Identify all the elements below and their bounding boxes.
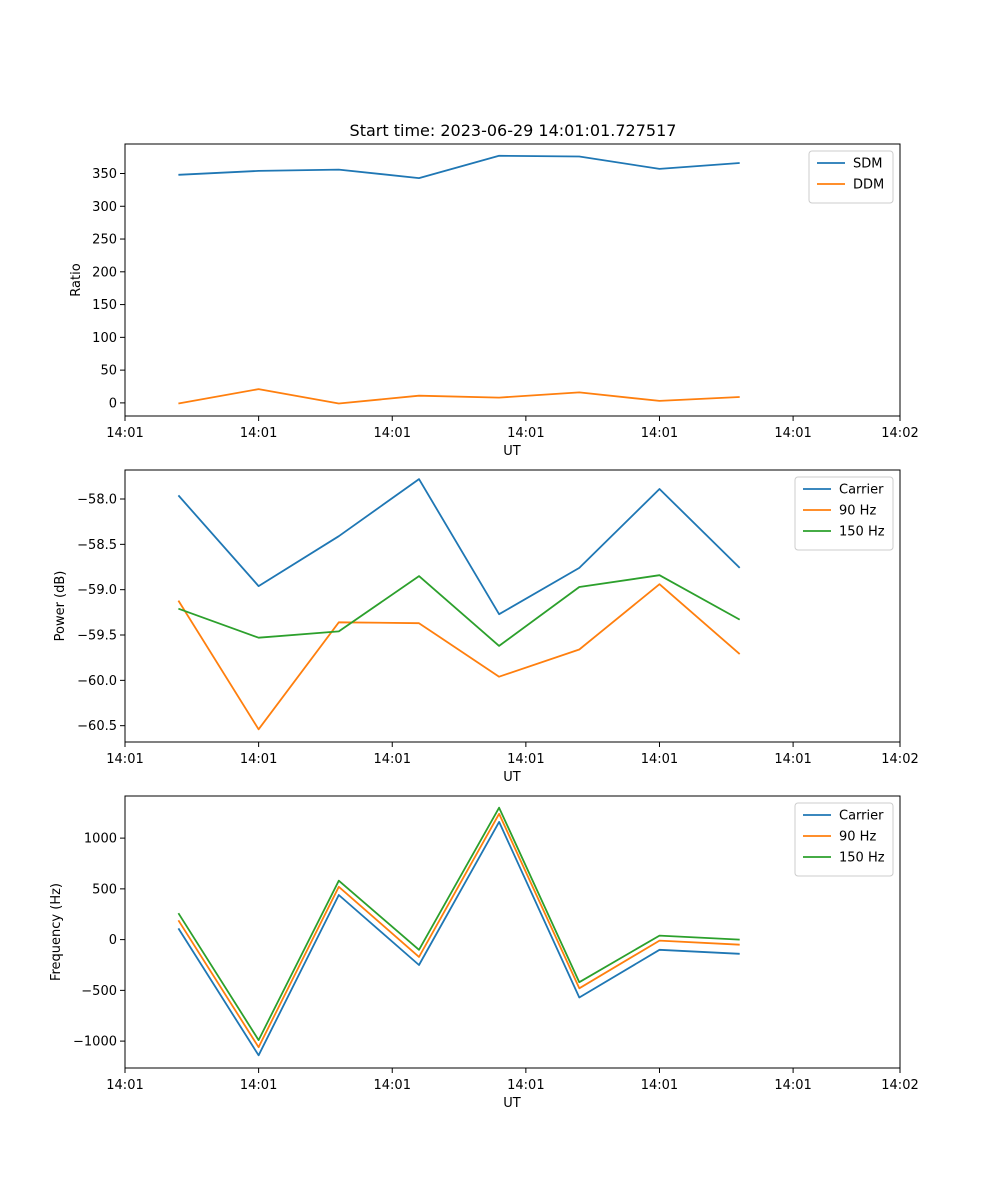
x-tick-label: 14:01 — [240, 752, 277, 767]
series-line-150-hz — [177, 806, 740, 1041]
legend-box — [808, 150, 894, 204]
panel-1: 14:01 14:01 14:01 14:01 14:01 14:01 14:02 0 50 10… — [69, 143, 919, 459]
legend-label: 150 Hz — [839, 525, 885, 540]
y-tick-label: −60.0 — [77, 674, 117, 689]
x-tick-label: 14:02 — [881, 1078, 918, 1093]
y-tick-label: −59.5 — [77, 629, 117, 644]
legend-label: 90 Hz — [839, 830, 876, 845]
x-tick-label: 14:01 — [240, 1078, 277, 1093]
legend: Carrier 90 Hz 150 Hz — [794, 802, 894, 877]
legend-label: SDM — [853, 157, 882, 172]
x-tick-label: 14:01 — [374, 426, 411, 441]
series-line-carrier — [177, 821, 740, 1057]
x-tick-label: 14:01 — [106, 426, 143, 441]
y-tick-label: −1000 — [73, 1035, 117, 1050]
series-line-90-hz — [177, 583, 741, 731]
y-tick-label: −59.0 — [77, 583, 117, 598]
axes-frame — [124, 795, 901, 1069]
y-tick-label: −58.5 — [77, 538, 117, 553]
x-tick-label: 14:01 — [641, 1078, 678, 1093]
chart-title: Start time: 2023-06-29 14:01:01.727517 — [350, 121, 677, 140]
y-axis-label: Frequency (Hz) — [49, 883, 64, 981]
x-tick-label: 14:01 — [641, 752, 678, 767]
y-tick-label: 200 — [92, 265, 117, 280]
series-line-90-hz — [177, 812, 740, 1049]
x-tick-label: 14:01 — [507, 426, 544, 441]
series-line-ddm — [178, 388, 740, 405]
x-tick-label: 14:02 — [881, 426, 918, 441]
y-tick-label: 1000 — [84, 832, 117, 847]
y-tick-label: 350 — [92, 167, 117, 182]
y-axis-label: Power (dB) — [53, 571, 68, 642]
y-axis-label: Ratio — [69, 263, 84, 296]
legend-label: Carrier — [839, 809, 884, 824]
y-tick-label: −58.0 — [77, 493, 117, 508]
panel-2: 14:01 14:01 14:01 14:01 14:01 14:01 14:02 −60.5… — [53, 469, 919, 785]
y-tick-label: 150 — [92, 298, 117, 313]
x-tick-label: 14:01 — [507, 752, 544, 767]
y-tick-label: 100 — [92, 331, 117, 346]
legend-label: DDM — [853, 178, 884, 193]
x-tick-label: 14:01 — [641, 426, 678, 441]
x-tick-label: 14:01 — [774, 1078, 811, 1093]
y-tick-label: −500 — [81, 984, 117, 999]
y-tick-label: 300 — [92, 200, 117, 215]
y-tick-label: 0 — [109, 933, 117, 948]
x-tick-label: 14:01 — [774, 426, 811, 441]
legend-label: Carrier — [839, 483, 884, 498]
x-tick-label: 14:01 — [106, 1078, 143, 1093]
y-tick-label: 500 — [92, 882, 117, 897]
x-tick-label: 14:01 — [374, 752, 411, 767]
legend-label: 90 Hz — [839, 504, 876, 519]
x-tick-label: 14:01 — [507, 1078, 544, 1093]
legend: SDM DDM — [808, 150, 894, 204]
y-tick-label: 0 — [109, 396, 117, 411]
x-tick-label: 14:01 — [774, 752, 811, 767]
x-axis-label: UT — [503, 770, 521, 785]
legend-label: 150 Hz — [839, 851, 885, 866]
x-tick-label: 14:01 — [106, 752, 143, 767]
panel-3: 14:01 14:01 14:01 14:01 14:01 14:01 14:02 −1000… — [49, 795, 919, 1111]
series-line-carrier — [177, 478, 741, 616]
y-tick-label: 250 — [92, 233, 117, 248]
legend: Carrier 90 Hz 150 Hz — [794, 476, 894, 551]
series-line-150-hz — [178, 574, 741, 647]
x-tick-label: 14:01 — [374, 1078, 411, 1093]
axes-frame — [124, 143, 901, 417]
x-axis-label: UT — [503, 444, 521, 459]
axes-frame — [124, 469, 901, 743]
x-tick-label: 14:02 — [881, 752, 918, 767]
x-axis-label: UT — [503, 1096, 521, 1111]
series-line-sdm — [178, 154, 740, 180]
x-tick-label: 14:01 — [240, 426, 277, 441]
y-tick-label: 50 — [100, 364, 117, 379]
y-tick-label: −60.5 — [77, 719, 117, 734]
